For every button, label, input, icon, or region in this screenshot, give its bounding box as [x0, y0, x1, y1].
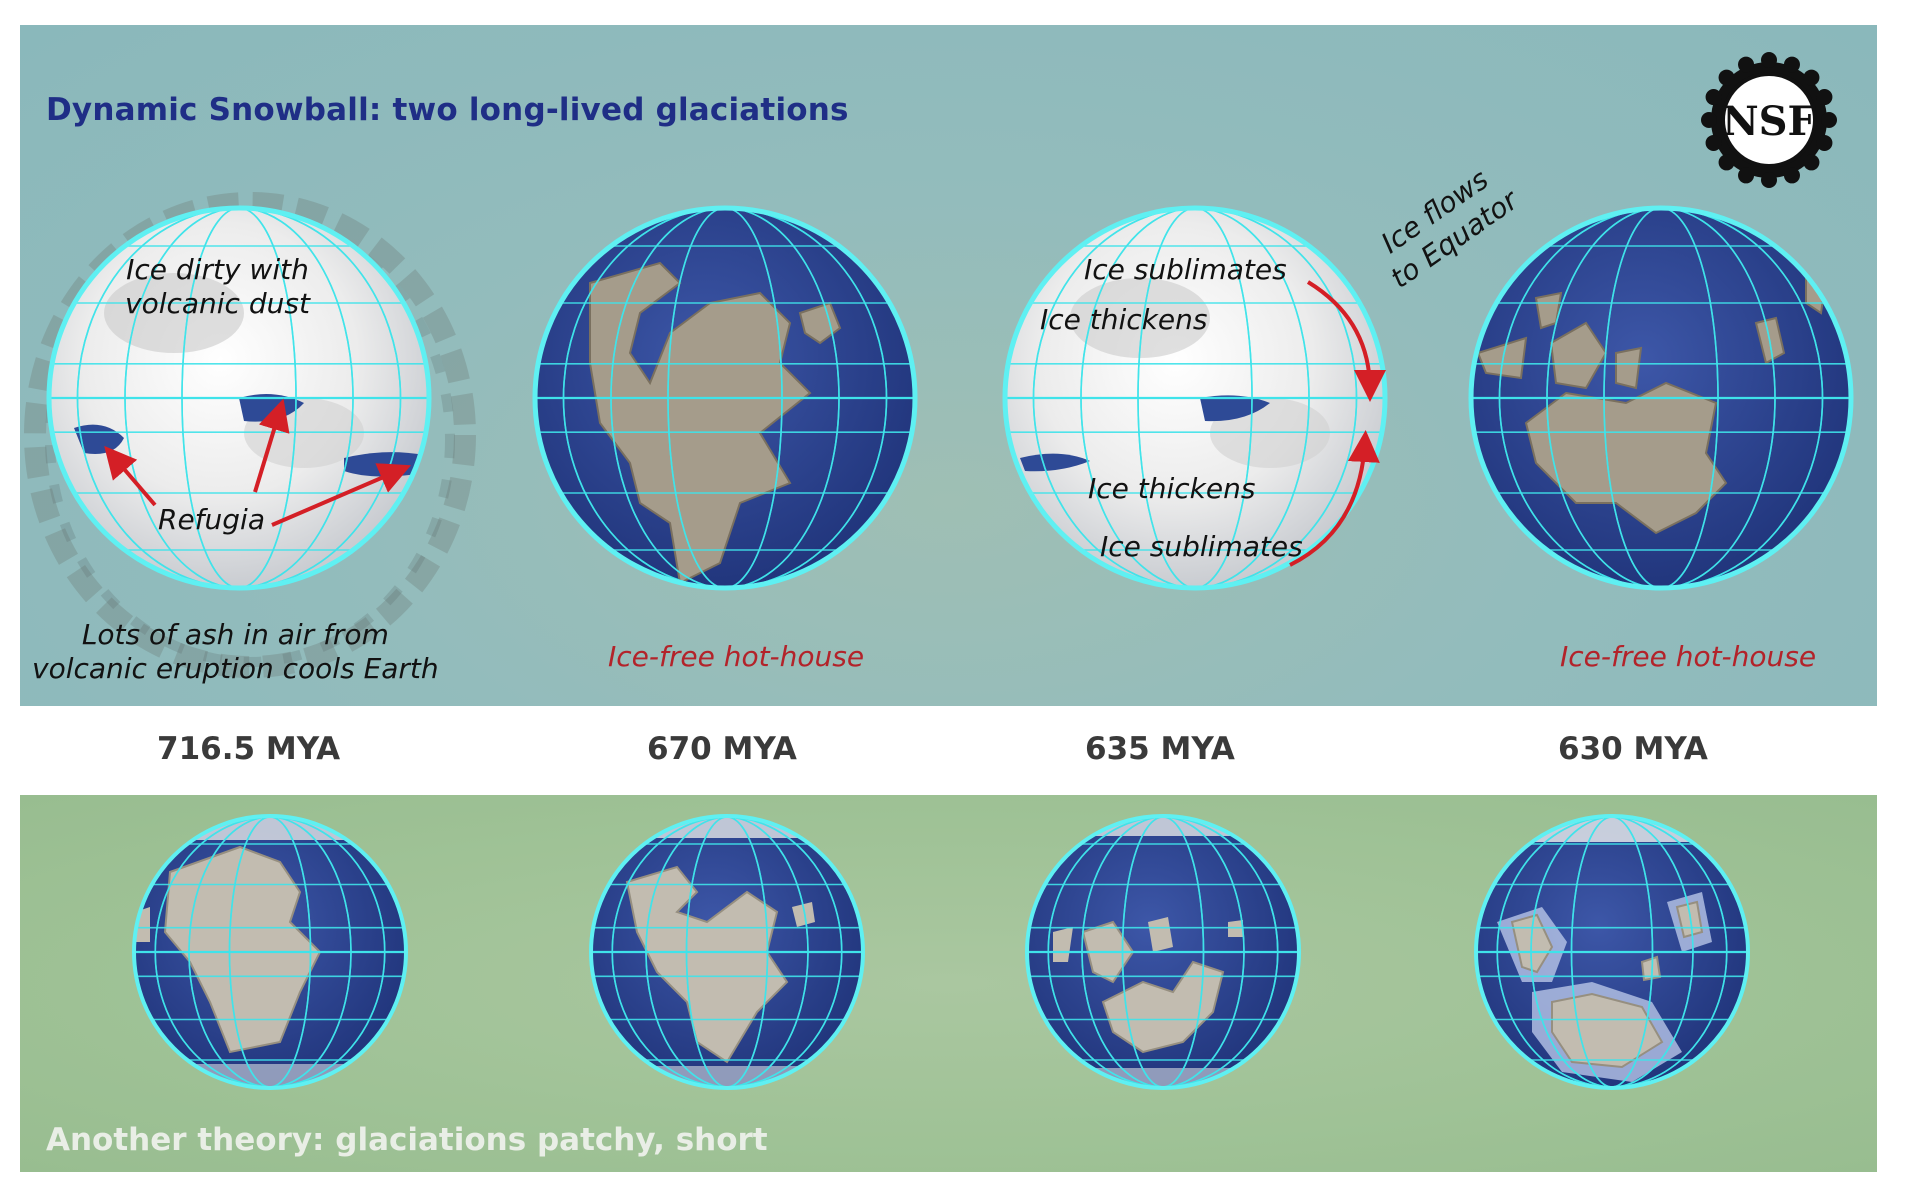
logo-cog-tooth — [1705, 134, 1722, 151]
logo-cog-tooth — [1738, 167, 1755, 184]
timeline-label-1: 716.5 MYA — [157, 731, 341, 767]
label-ice-sublimates-bottom: Ice sublimates — [1100, 530, 1303, 563]
label-hot-house-630: Ice-free hot-house — [1560, 640, 1817, 673]
timeline-label-3: 635 MYA — [1085, 731, 1235, 767]
logo-cog-tooth — [1821, 112, 1837, 128]
ash-cloud-ring — [20, 185, 490, 685]
nsf-logo: NSF — [1697, 48, 1841, 192]
logo-cog-tooth — [1783, 56, 1800, 73]
label-ice-thickens-top: Ice thickens — [1040, 303, 1208, 336]
logo-cog-tooth — [1816, 89, 1833, 106]
timeline-label-2: 670 MYA — [647, 731, 797, 767]
logo-cog-tooth — [1701, 112, 1717, 128]
logo-cog-tooth — [1803, 154, 1820, 171]
globe-patchy-716 — [130, 812, 410, 1092]
label-ice-sublimates-top: Ice sublimates — [1084, 253, 1287, 286]
logo-cog-tooth — [1783, 167, 1800, 184]
logo-cog-tooth — [1803, 69, 1820, 86]
globe-patchy-670 — [587, 812, 867, 1092]
globe-snowball-635 — [1000, 203, 1390, 593]
top-panel-title: Dynamic Snowball: two long-lived glaciat… — [46, 92, 849, 128]
logo-cog-tooth — [1738, 56, 1755, 73]
label-ice-thickens-bottom: Ice thickens — [1088, 472, 1256, 505]
logo-cog-tooth — [1761, 172, 1777, 188]
bottom-panel-title: Another theory: glaciations patchy, shor… — [46, 1122, 768, 1158]
globe-patchy-630 — [1472, 812, 1752, 1092]
annotation-arrows — [104, 280, 1386, 567]
logo-cog-tooth — [1718, 154, 1735, 171]
globe-hothouse-670 — [530, 203, 920, 593]
logo-cog-tooth — [1761, 52, 1777, 68]
nsf-logo-text: NSF — [1722, 98, 1816, 145]
logo-cog-tooth — [1718, 69, 1735, 86]
label-hot-house-670: Ice-free hot-house — [608, 640, 865, 673]
label-ice-dirty: Ice dirty with volcanic dust — [125, 253, 310, 320]
label-refugia: Refugia — [158, 503, 265, 536]
logo-cog-tooth — [1816, 134, 1833, 151]
globe-patchy-635 — [1023, 812, 1303, 1092]
label-ash-in-air: Lots of ash in air from volcanic eruptio… — [32, 618, 439, 685]
globe-hothouse-630 — [1466, 203, 1856, 593]
timeline-label-4: 630 MYA — [1558, 731, 1708, 767]
logo-cog-tooth — [1705, 89, 1722, 106]
